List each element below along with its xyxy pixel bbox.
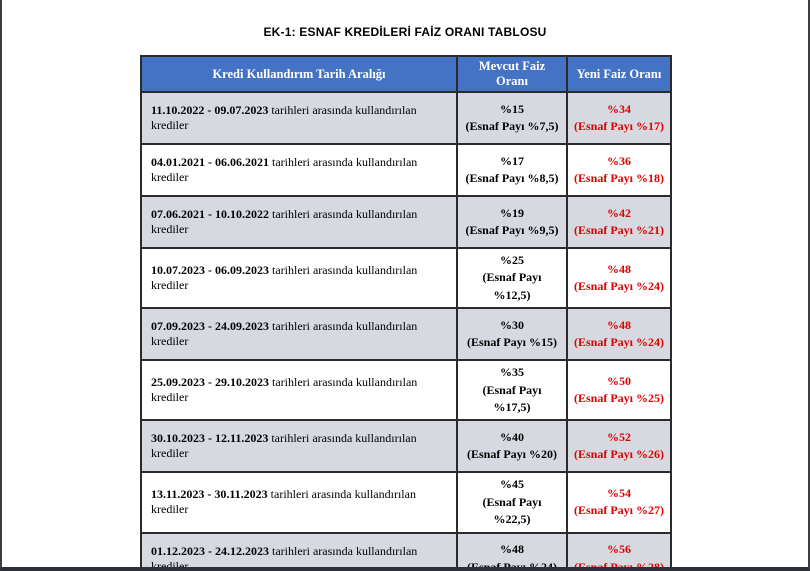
current-rate: %25 bbox=[500, 253, 524, 267]
date-range: 10.07.2023 - 06.09.2023 bbox=[151, 263, 269, 278]
new-esnaf-share: (Esnaf Payı %18) bbox=[574, 171, 664, 185]
table-row: 07.06.2021 - 10.10.2022 tarihleri arasın… bbox=[140, 195, 672, 249]
current-rate-cell: %25 (Esnaf Payı %12,5) bbox=[456, 246, 568, 310]
current-rate: %17 bbox=[500, 153, 524, 168]
table-row: 11.10.2022 - 09.07.2023 tarihleri arasın… bbox=[140, 91, 672, 145]
table-row: 04.01.2021 - 06.06.2021 tarihleri arasın… bbox=[140, 143, 672, 197]
new-rate-cell: %48 (Esnaf Payı %24) bbox=[566, 246, 672, 310]
table-row: 10.07.2023 - 06.09.2023 tarihleri arasın… bbox=[140, 246, 672, 310]
date-range-cell: 10.07.2023 - 06.09.2023 tarihleri arasın… bbox=[140, 246, 458, 310]
current-esnaf-share: (Esnaf Payı %12,5) bbox=[482, 270, 542, 302]
new-rate: %48 bbox=[607, 261, 631, 276]
date-range-suffix: tarihleri arasında kullandırılan kredile… bbox=[151, 103, 417, 132]
new-esnaf-share: (Esnaf Payı %28) bbox=[574, 559, 664, 571]
current-esnaf-share: (Esnaf Payı %24) bbox=[467, 559, 557, 571]
header-new-rate: Yeni Faiz Oranı bbox=[566, 55, 672, 93]
date-range-cell: 07.09.2023 - 24.09.2023 tarihleri arasın… bbox=[140, 307, 458, 362]
current-rate-cell: %30 (Esnaf Payı %15) bbox=[456, 307, 568, 362]
new-rate: %42 bbox=[607, 205, 631, 220]
date-range-cell: 07.06.2021 - 10.10.2022 tarihleri arasın… bbox=[140, 195, 458, 249]
table-row: 13.11.2023 - 30.11.2023 tarihleri arasın… bbox=[140, 471, 672, 534]
new-esnaf-share: (Esnaf Payı %26) bbox=[574, 447, 664, 462]
current-esnaf-share: (Esnaf Payı %15) bbox=[467, 335, 557, 350]
current-rate: %15 bbox=[500, 101, 524, 116]
current-rate-cell: %40 (Esnaf Payı %20) bbox=[456, 419, 568, 474]
new-rate: %34 bbox=[607, 101, 631, 116]
table-header-row: Kredi Kullandırım Tarih Aralığı Mevcut F… bbox=[140, 55, 672, 93]
new-esnaf-share: (Esnaf Payı %25) bbox=[574, 391, 664, 406]
current-esnaf-share: (Esnaf Payı %7,5) bbox=[465, 119, 559, 133]
date-range-cell: 01.12.2023 - 24.12.2023 tarihleri arasın… bbox=[140, 531, 458, 571]
date-range-cell: 11.10.2022 - 09.07.2023 tarihleri arasın… bbox=[140, 91, 458, 145]
date-range-suffix: tarihleri arasında kullandırılan kredile… bbox=[151, 375, 418, 405]
table-row: 07.09.2023 - 24.09.2023 tarihleri arasın… bbox=[140, 307, 672, 362]
new-rate: %48 bbox=[607, 317, 631, 332]
new-rate-cell: %54 (Esnaf Payı %27) bbox=[566, 471, 672, 534]
new-rate-cell: %36 (Esnaf Payı %18) bbox=[566, 143, 672, 197]
date-range: 11.10.2022 - 09.07.2023 bbox=[151, 103, 269, 117]
date-range-cell: 30.10.2023 - 12.11.2023 tarihleri arasın… bbox=[140, 419, 458, 474]
current-rate-cell: %45 (Esnaf Payı %22,5) bbox=[456, 471, 568, 534]
date-range-cell: 13.11.2023 - 30.11.2023 tarihleri arasın… bbox=[140, 471, 458, 534]
header-current-rate: Mevcut Faiz Oranı bbox=[456, 55, 568, 93]
date-range: 25.09.2023 - 29.10.2023 bbox=[151, 375, 269, 390]
table-row: 30.10.2023 - 12.11.2023 tarihleri arasın… bbox=[140, 419, 672, 474]
date-range: 04.01.2021 - 06.06.2021 bbox=[151, 155, 269, 169]
table-body: 11.10.2022 - 09.07.2023 tarihleri arasın… bbox=[140, 91, 672, 571]
date-range: 30.10.2023 - 12.11.2023 bbox=[151, 431, 269, 446]
current-rate-cell: %48 (Esnaf Payı %24) bbox=[456, 531, 568, 571]
date-range: 07.09.2023 - 24.09.2023 bbox=[151, 319, 269, 334]
new-esnaf-share: (Esnaf Payı %21) bbox=[574, 223, 664, 237]
date-range-cell: 25.09.2023 - 29.10.2023 tarihleri arasın… bbox=[140, 359, 458, 422]
new-rate: %52 bbox=[607, 429, 631, 444]
current-rate: %19 bbox=[500, 205, 524, 220]
current-rate-cell: %35 (Esnaf Payı %17,5) bbox=[456, 359, 568, 422]
new-esnaf-share: (Esnaf Payı %24) bbox=[574, 335, 664, 350]
current-esnaf-share: (Esnaf Payı %8,5) bbox=[465, 171, 559, 185]
current-esnaf-share: (Esnaf Payı %17,5) bbox=[482, 382, 542, 414]
date-range-suffix: tarihleri arasında kullandırılan kredile… bbox=[151, 319, 418, 349]
current-rate: %45 bbox=[500, 477, 524, 492]
current-esnaf-share: (Esnaf Payı %9,5) bbox=[465, 223, 559, 237]
header-date-range: Kredi Kullandırım Tarih Aralığı bbox=[140, 55, 458, 93]
new-rate-cell: %48 (Esnaf Payı %24) bbox=[566, 307, 672, 362]
interest-rates-table: Kredi Kullandırım Tarih Aralığı Mevcut F… bbox=[140, 55, 672, 571]
table-row: 25.09.2023 - 29.10.2023 tarihleri arasın… bbox=[140, 359, 672, 422]
date-range-suffix: tarihleri arasında kullandırılan kredile… bbox=[151, 155, 418, 184]
new-rate-cell: %34 (Esnaf Payı %17) bbox=[566, 91, 672, 145]
date-range-suffix: tarihleri arasında kullandırılan kredile… bbox=[151, 543, 418, 571]
current-esnaf-share: (Esnaf Payı %20) bbox=[467, 447, 557, 462]
new-rate-cell: %52 (Esnaf Payı %26) bbox=[566, 419, 672, 474]
new-rate: %56 bbox=[607, 542, 631, 557]
date-range: 07.06.2021 - 10.10.2022 bbox=[151, 207, 269, 221]
current-rate: %40 bbox=[500, 429, 524, 444]
new-rate-cell: %42 (Esnaf Payı %21) bbox=[566, 195, 672, 249]
new-rate: %54 bbox=[607, 486, 631, 501]
page-title: EK-1: ESNAF KREDİLERİ FAİZ ORANI TABLOSU bbox=[263, 25, 547, 39]
new-rate: %50 bbox=[607, 373, 631, 388]
current-rate: %35 bbox=[500, 365, 524, 380]
new-rate-cell: %56 (Esnaf Payı %28) bbox=[566, 531, 672, 571]
date-range-cell: 04.01.2021 - 06.06.2021 tarihleri arasın… bbox=[140, 143, 458, 197]
date-range-suffix: tarihleri arasında kullandırılan kredile… bbox=[151, 487, 416, 517]
current-rate-cell: %15 (Esnaf Payı %7,5) bbox=[456, 91, 568, 145]
table-row: 01.12.2023 - 24.12.2023 tarihleri arasın… bbox=[140, 531, 672, 571]
current-rate-cell: %19 (Esnaf Payı %9,5) bbox=[456, 195, 568, 249]
date-range-suffix: tarihleri arasında kullandırılan kredile… bbox=[151, 207, 418, 236]
current-rate: %48 bbox=[500, 542, 524, 557]
date-range: 13.11.2023 - 30.11.2023 bbox=[151, 487, 268, 502]
new-esnaf-share: (Esnaf Payı %17) bbox=[574, 119, 664, 133]
current-esnaf-share: (Esnaf Payı %22,5) bbox=[482, 494, 542, 527]
new-rate: %36 bbox=[607, 153, 631, 168]
date-range: 01.12.2023 - 24.12.2023 bbox=[151, 543, 269, 558]
date-range-suffix: tarihleri arasında kullandırılan kredile… bbox=[151, 263, 418, 293]
date-range-suffix: tarihleri arasında kullandırılan kredile… bbox=[151, 431, 417, 461]
current-rate: %30 bbox=[500, 317, 524, 332]
new-esnaf-share: (Esnaf Payı %27) bbox=[574, 503, 664, 518]
new-rate-cell: %50 (Esnaf Payı %25) bbox=[566, 359, 672, 422]
current-rate-cell: %17 (Esnaf Payı %8,5) bbox=[456, 143, 568, 197]
new-esnaf-share: (Esnaf Payı %24) bbox=[574, 279, 664, 294]
